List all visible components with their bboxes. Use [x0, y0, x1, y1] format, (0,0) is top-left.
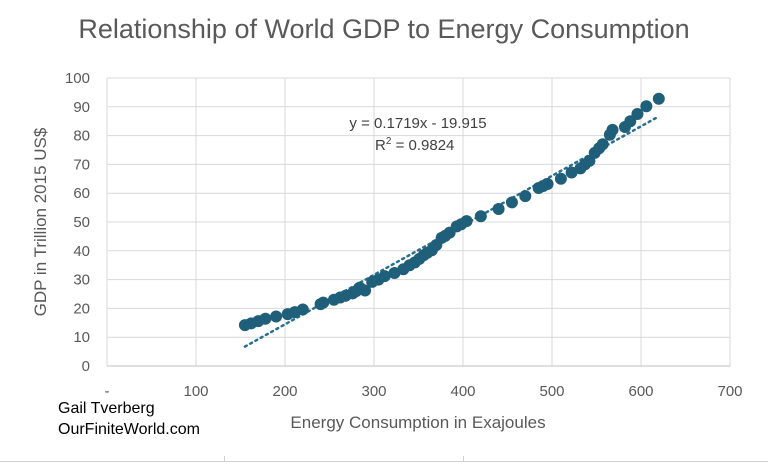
x-tick-label: 200 [272, 383, 297, 400]
data-point [606, 123, 619, 136]
trendline-equation: y = 0.1719x - 19.915 [349, 115, 486, 132]
chart-title: Relationship of World GDP to Energy Cons… [78, 14, 690, 44]
grid-lines [107, 77, 731, 366]
y-tick-label: 10 [73, 329, 90, 346]
data-point [652, 92, 665, 105]
data-point [460, 215, 473, 228]
data-point [259, 312, 272, 325]
data-point [541, 177, 554, 190]
data-points [238, 92, 665, 332]
credit-site: OurFiniteWorld.com [58, 421, 200, 438]
y-tick-label: 70 [73, 156, 90, 173]
bottom-divider [0, 461, 768, 462]
y-tick-label: 40 [73, 243, 90, 260]
data-point [378, 270, 391, 283]
x-tick-label: 400 [450, 383, 475, 400]
x-tick-label: 500 [539, 383, 564, 400]
y-tick-label: 0 [82, 358, 90, 375]
x-tick-label: 300 [361, 383, 386, 400]
data-point [317, 296, 330, 309]
bottom-divider-tick [224, 456, 225, 462]
y-tick-label: 100 [65, 70, 90, 87]
data-point [631, 108, 644, 120]
axes [106, 78, 730, 367]
data-point [359, 284, 372, 297]
data-point [640, 100, 653, 113]
data-point [296, 303, 309, 316]
data-point [474, 210, 487, 223]
x-tick-label: - [105, 383, 110, 400]
y-tick-label: 90 [73, 99, 90, 116]
y-tick-label: 80 [73, 128, 90, 145]
x-tick-label: 700 [717, 383, 742, 400]
y-tick-label: 50 [73, 214, 90, 231]
y-tick-label: 30 [73, 272, 90, 289]
data-point [270, 310, 283, 323]
y-axis-title: GDP in Trillion 2015 US$ [31, 127, 50, 316]
data-point [519, 190, 532, 203]
x-axis-title: Energy Consumption in Exajoules [290, 413, 545, 432]
y-tick-label: 60 [73, 185, 90, 202]
data-point [505, 196, 518, 209]
x-tick-label: 600 [628, 383, 653, 400]
data-point [596, 138, 609, 151]
x-tick-label: 100 [183, 383, 208, 400]
bottom-divider-tick [463, 456, 464, 462]
data-point [492, 203, 505, 216]
credit-author: Gail Tverberg [58, 400, 155, 417]
trendline-r-squared: R2 = 0.9824 [375, 136, 454, 154]
y-tick-label: 20 [73, 300, 90, 317]
data-point [554, 172, 567, 185]
axis-labels: 0 10 20 30 40 50 60 70 80 90 100 - 100 200 300 400 500 60… [31, 70, 743, 432]
